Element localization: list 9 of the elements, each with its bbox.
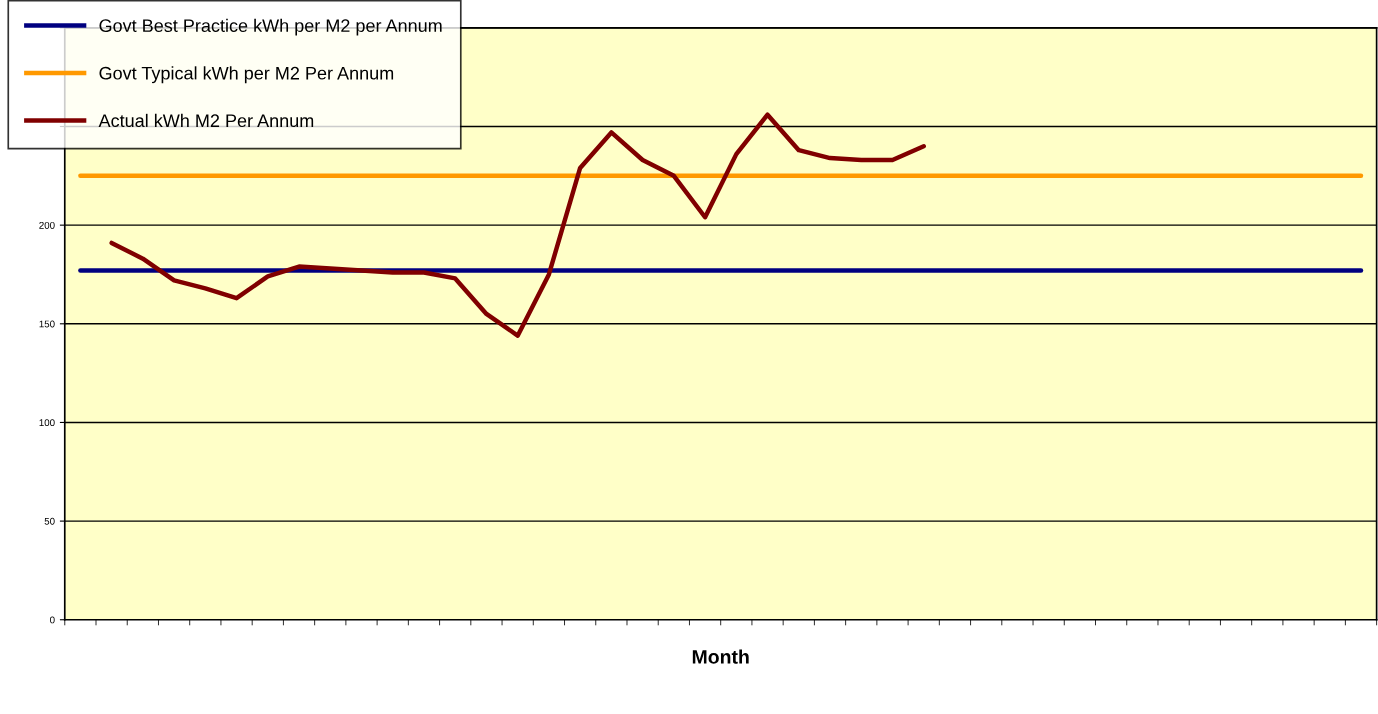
legend-label: Govt Typical kWh per M2 Per Annum: [99, 66, 394, 84]
legend-label: Govt Best Practice kWh per M2 per Annum: [99, 18, 442, 36]
y-tick-label: 150: [39, 320, 55, 328]
y-tick-label: 0: [50, 616, 55, 624]
legend-label: Actual kWh M2 Per Annum: [98, 113, 314, 128]
y-tick-label: 200: [39, 221, 55, 229]
y-tick-label: 100: [39, 419, 55, 427]
x-axis-title: Month: [692, 649, 749, 664]
y-tick-label: 50: [44, 517, 55, 525]
